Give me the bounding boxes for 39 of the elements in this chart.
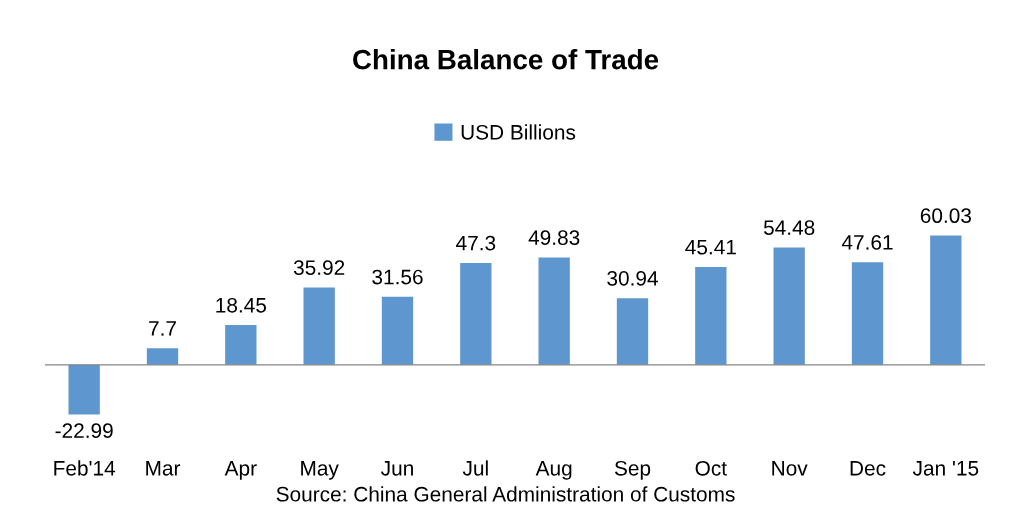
bar	[68, 364, 100, 415]
source-note: Source: China General Administration of Customs	[276, 486, 735, 502]
bar	[146, 348, 179, 365]
data-label: 31.56	[372, 269, 423, 285]
data-label: 18.45	[216, 297, 267, 313]
x-tick-label: Jun	[381, 461, 413, 476]
bar	[695, 266, 727, 365]
data-label: 7.7	[149, 321, 176, 336]
data-label: 47.61	[841, 235, 893, 250]
data-label: 47.3	[456, 235, 496, 251]
x-tick-label: Jul	[462, 460, 488, 476]
data-label: 60.03	[920, 208, 971, 224]
bar	[460, 262, 492, 365]
x-tick-label: Sep	[614, 460, 651, 480]
data-label: 45.41	[685, 240, 736, 255]
bar	[616, 298, 649, 365]
x-tick-label: Aug	[535, 461, 572, 480]
bar	[930, 235, 962, 365]
x-tick-label: Oct	[695, 460, 727, 476]
data-label: 54.48	[763, 220, 815, 235]
bar	[381, 296, 414, 365]
x-tick-label: May	[301, 461, 339, 480]
chart-title: China Balance of Trade	[353, 49, 659, 70]
x-tick-label: Jan '15	[912, 461, 979, 476]
x-tick-label: Feb'14	[54, 460, 116, 476]
bar	[851, 262, 884, 365]
data-label: 35.92	[293, 260, 345, 275]
x-tick-label: Dec	[850, 461, 886, 476]
x-tick-label: Apr	[224, 461, 257, 480]
legend-label: USD Billions	[461, 124, 576, 140]
x-tick-label: Mar	[146, 461, 181, 476]
bar	[773, 247, 805, 365]
data-label: 30.94	[607, 270, 658, 286]
x-tick-label: Nov	[772, 461, 808, 476]
bar	[225, 325, 257, 365]
data-label: 49.83	[528, 230, 580, 246]
data-label: -22.99	[55, 423, 113, 439]
bar	[303, 287, 335, 365]
bar	[538, 257, 570, 365]
